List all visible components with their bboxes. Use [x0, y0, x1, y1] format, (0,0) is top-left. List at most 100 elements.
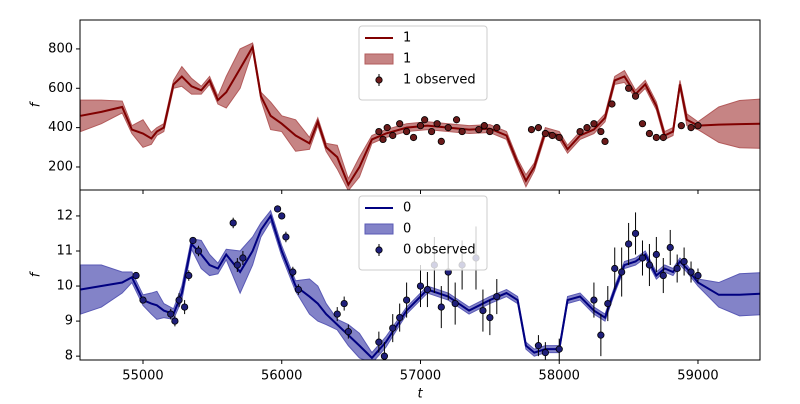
observed-point [652, 250, 660, 259]
observed-point [396, 313, 404, 322]
axes-frame [79, 189, 761, 361]
observed-point [625, 240, 633, 248]
observed-point [458, 127, 466, 136]
observed-point [645, 261, 654, 269]
observed-point [423, 285, 432, 294]
plot-area [80, 205, 760, 360]
observed-point [534, 342, 543, 350]
legend-point [375, 246, 383, 254]
observed-point [687, 124, 695, 132]
observed-point [416, 122, 425, 130]
observed-point [486, 127, 494, 136]
observed-point [555, 345, 563, 353]
confidence-band [80, 209, 760, 360]
observed-point [233, 261, 241, 269]
observed-point [185, 271, 193, 280]
observed-point [604, 299, 612, 308]
legend-patch [364, 53, 394, 65]
observed-point [555, 133, 563, 142]
observed-point [403, 296, 411, 304]
observed-point [534, 124, 543, 132]
y-tick-label: 800 [48, 41, 73, 56]
y-tick-label: 200 [48, 159, 73, 174]
legend-label: 1 [403, 52, 411, 67]
observed-point [479, 306, 487, 315]
model-line [80, 44, 760, 187]
observed-point [171, 317, 179, 325]
observed-point [638, 120, 647, 128]
observed-point [379, 135, 387, 144]
y-tick-label: 10 [56, 279, 73, 294]
observed-point [601, 137, 609, 146]
observed-point [659, 133, 667, 142]
observed-point [475, 125, 483, 134]
y-tick-label: 11 [56, 243, 73, 258]
observed-point [383, 124, 391, 132]
observed-point [444, 124, 452, 132]
observed-point [666, 243, 674, 252]
observed-point [583, 124, 591, 132]
y-label: f [29, 100, 44, 107]
observed-point [175, 296, 183, 304]
observed-point [333, 310, 341, 318]
observed-point [167, 310, 175, 318]
y-tick-label: 400 [48, 120, 73, 135]
legend-box [358, 195, 488, 271]
legend-point [375, 76, 383, 84]
x-tick-label: 59000 [677, 369, 718, 384]
observed-point [493, 292, 501, 301]
y-tick-label: 600 [48, 81, 73, 96]
observed-point [611, 264, 619, 273]
observed-point [380, 352, 389, 360]
observed-point [375, 338, 383, 346]
observed-point [375, 127, 383, 136]
x-tick-label: 58000 [539, 369, 580, 384]
x-tick-label: 57000 [400, 369, 441, 384]
legend-label: 0 observed [403, 243, 476, 258]
observed-point [282, 233, 290, 241]
plot-area [80, 42, 760, 190]
legend-label: 0 [403, 222, 411, 237]
observed-point [631, 229, 640, 238]
y-label: f [29, 270, 44, 277]
observed-point [239, 254, 247, 262]
observed-point [687, 268, 695, 276]
observed-point [289, 268, 297, 276]
observed-point [673, 264, 681, 273]
observed-point [278, 212, 286, 220]
legend-box [358, 25, 488, 101]
observed-point [597, 127, 605, 136]
legend-patch [364, 223, 394, 235]
observed-point [396, 120, 404, 128]
observed-point [486, 313, 494, 322]
observed-point [437, 303, 445, 311]
observed-point [403, 127, 411, 136]
observed-point [139, 296, 147, 304]
observed-point [590, 120, 598, 128]
observed-point [427, 127, 436, 136]
observed-point [680, 257, 688, 266]
observed-point [597, 331, 605, 339]
observed-point [181, 303, 189, 311]
observed-point [527, 125, 536, 134]
observed-point [273, 205, 282, 213]
observed-point [409, 133, 418, 142]
observed-point [694, 122, 702, 130]
observed-point [189, 236, 197, 245]
observed-point [638, 254, 647, 262]
observed-point [631, 92, 640, 100]
observed-point [541, 129, 549, 138]
observed-point [452, 116, 461, 124]
legend-label: 1 observed [403, 73, 476, 88]
observed-point [132, 271, 140, 280]
observed-point [548, 131, 556, 140]
x-tick-label: 56000 [261, 369, 302, 384]
observed-point [694, 271, 702, 280]
observed-point [590, 296, 598, 304]
observed-point [618, 268, 626, 276]
observed-point [437, 137, 445, 146]
y-tick-label: 8 [65, 349, 73, 364]
observed-point [576, 127, 584, 136]
legend-label: 0 [403, 201, 411, 216]
